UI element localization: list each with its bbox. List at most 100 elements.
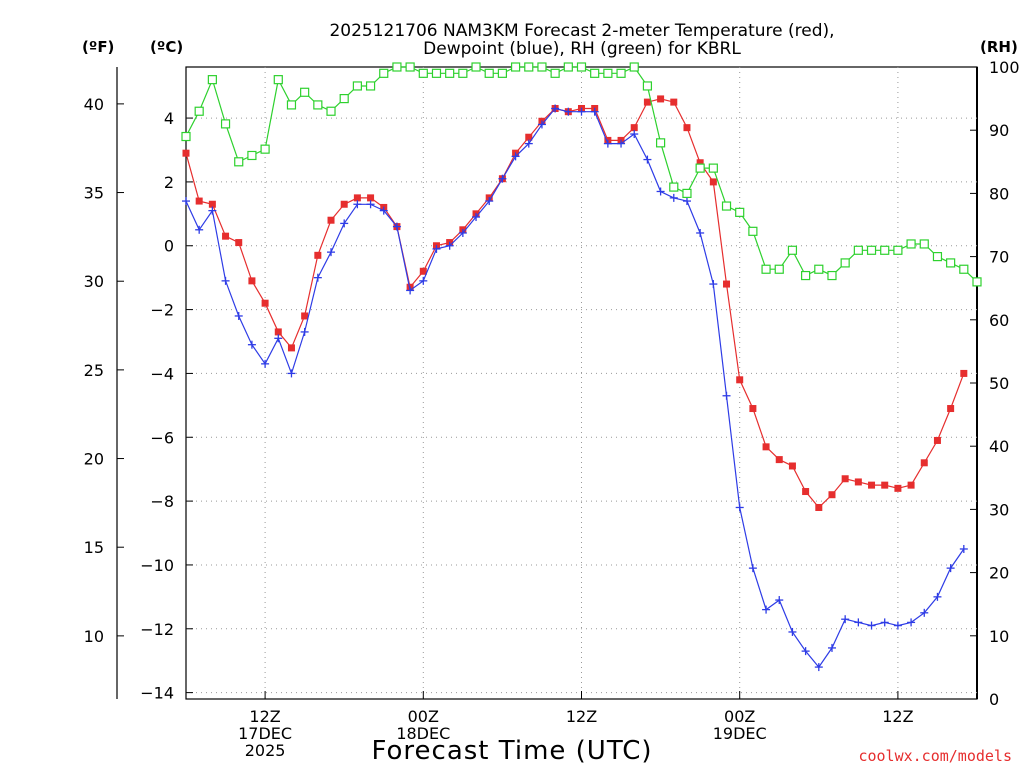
rh-point [669, 182, 679, 192]
rh-point [906, 239, 916, 249]
dewpoint-point [590, 107, 599, 116]
rh-point [405, 62, 415, 72]
rh-tick-label: 0 [989, 690, 999, 709]
dewpoint-point [735, 503, 744, 512]
dewpoint-point [867, 621, 876, 630]
fahrenheit-tick-label: 35 [84, 184, 104, 203]
rh-point [365, 81, 376, 91]
temperature-point [828, 491, 836, 499]
temperature-point [947, 405, 955, 413]
rh-tick-label: 30 [989, 500, 1009, 519]
dewpoint-point [432, 244, 441, 253]
rh-point [497, 68, 507, 78]
rh-point [273, 75, 283, 85]
rh-point [603, 68, 613, 78]
dewpoint-point [472, 213, 481, 222]
temperature-point [933, 436, 941, 444]
temperature-point [195, 197, 203, 205]
temperature-point [367, 194, 375, 202]
x-tick-label: 17DEC [238, 724, 292, 743]
rh-point [445, 68, 455, 78]
celsius-tick-label: −14 [140, 684, 174, 703]
rh-point [313, 100, 323, 110]
temperature-point [723, 280, 731, 288]
rh-point [880, 245, 890, 255]
dewpoint-point [300, 327, 309, 336]
temperature-point [907, 481, 915, 489]
series-layer [181, 62, 982, 672]
temperature-line [185, 98, 965, 509]
fahrenheit-unit-label: (ºF) [82, 38, 114, 56]
temperature-point [261, 299, 269, 307]
rh-point [946, 258, 956, 268]
temperature-point [762, 443, 770, 451]
rh-point [893, 245, 903, 255]
fahrenheit-tick-label: 25 [84, 361, 104, 380]
dewpoint-point [524, 139, 533, 148]
x-tick-label: 12Z [249, 707, 280, 726]
celsius-tick-label: 0 [164, 237, 174, 256]
dewpoint-point [313, 273, 322, 282]
series-dewpoint [182, 104, 968, 672]
dewpoint-point [485, 197, 494, 206]
x-tick-label: 18DEC [396, 724, 450, 743]
temperature-point [419, 267, 427, 275]
rh-point [300, 87, 310, 97]
dewpoint-point [340, 219, 349, 228]
rh-tick-label: 90 [989, 121, 1009, 140]
rh-point [721, 201, 732, 211]
x-tick-label: 19DEC [713, 724, 767, 743]
temperature-point [683, 124, 691, 132]
dewpoint-point [379, 206, 388, 215]
temperature-point [630, 124, 638, 132]
rh-point [352, 81, 362, 91]
dewpoint-point [274, 334, 283, 343]
rh-point [247, 150, 257, 161]
rh-point [642, 81, 653, 91]
rh-point [655, 138, 666, 148]
x-tick-label: 12Z [566, 707, 597, 726]
dewpoint-point [261, 359, 270, 368]
celsius-tick-label: −6 [150, 428, 174, 447]
rh-point [471, 62, 481, 72]
rh-unit-label: (RH) [980, 38, 1018, 56]
dewpoint-point [577, 107, 586, 116]
rh-point [682, 188, 692, 198]
dewpoint-point [406, 286, 415, 295]
temperature-point [749, 405, 757, 413]
temperature-point [881, 481, 889, 489]
rh-point [576, 62, 587, 72]
rh-point [418, 68, 428, 78]
dewpoint-point [182, 197, 190, 206]
temperature-point [736, 376, 744, 384]
rh-point [801, 270, 811, 281]
rh-point [787, 245, 798, 255]
temperature-point [222, 232, 230, 240]
dewpoint-point [880, 618, 889, 627]
temperature-point [960, 369, 968, 377]
temperature-point [301, 312, 309, 320]
watermark: coolwx.com/models [858, 747, 1012, 765]
temperature-point [525, 133, 533, 141]
rh-tick-label: 20 [989, 564, 1009, 583]
rh-tick-label: 60 [989, 311, 1009, 330]
celsius-tick-label: −12 [140, 620, 174, 639]
rh-point [866, 245, 877, 255]
temperature-point [274, 328, 282, 336]
fahrenheit-tick-label: 40 [84, 95, 104, 114]
dewpoint-point [801, 647, 810, 656]
dewpoint-point [247, 340, 256, 349]
series-rh [181, 62, 982, 287]
celsius-tick-label: −10 [140, 556, 174, 575]
rh-point [484, 68, 494, 78]
rh-point [194, 106, 204, 116]
dewpoint-point [775, 596, 784, 605]
temperature-point [775, 456, 783, 464]
rh-point [510, 62, 521, 72]
dewpoint-point [234, 311, 243, 320]
dewpoint-point [366, 200, 375, 209]
rh-point [840, 258, 850, 268]
rh-tick-label: 80 [989, 184, 1009, 203]
fahrenheit-tick-label: 15 [84, 538, 104, 557]
